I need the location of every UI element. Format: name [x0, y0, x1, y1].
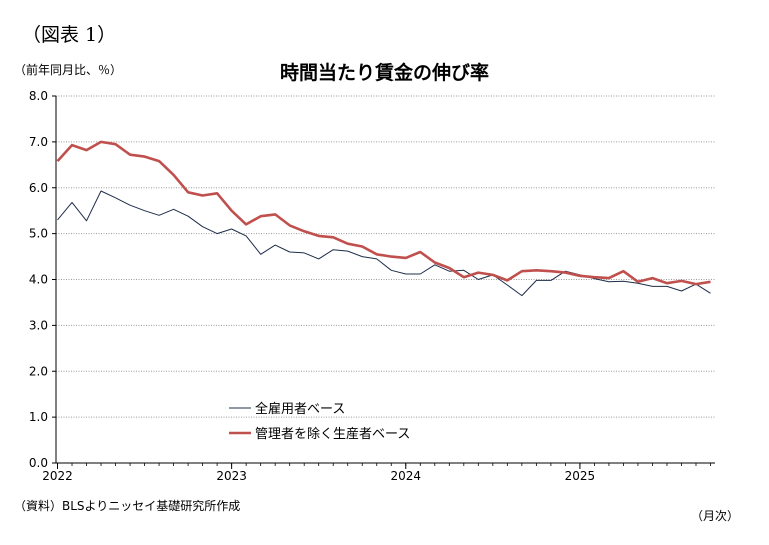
chart-title: 時間当たり賃金の伸び率	[279, 62, 489, 84]
y-tick-label: 2.0	[29, 364, 48, 378]
y-tick-label: 8.0	[29, 89, 48, 103]
x-tick-label: 2022	[42, 469, 73, 483]
source-note: （資料）BLSよりニッセイ基礎研究所作成	[14, 499, 241, 513]
series-line-2	[56, 140, 711, 286]
x-axis-label: （月次）	[691, 509, 740, 523]
legend-entry-2: 管理者を除く生産者ベース	[255, 426, 410, 442]
y-tick-labels: 0.0 1.0 2.0 3.0 4.0 5.0 6.0 7.0 8.0	[29, 89, 48, 470]
y-tick-label: 3.0	[29, 318, 48, 332]
y-tick-label: 5.0	[29, 227, 48, 241]
y-tick-label: 4.0	[29, 273, 48, 287]
legend-entry-1: 全雇用者ベース	[255, 401, 345, 417]
x-tick-label: 2023	[216, 469, 247, 483]
x-tick-labels: 2022 2023 2024 2025	[42, 469, 595, 483]
x-tick-label: 2024	[390, 469, 421, 483]
axes	[52, 95, 715, 469]
x-tick-label: 2025	[565, 469, 596, 483]
series-line-1	[57, 190, 711, 297]
series-lines	[56, 140, 711, 297]
y-axis-label: （前年同月比、％）	[14, 63, 123, 77]
figure-label: （図表 1）	[22, 24, 117, 46]
y-tick-label: 1.0	[29, 410, 48, 424]
y-tick-label: 7.0	[29, 135, 48, 149]
y-tick-label: 0.0	[29, 456, 48, 470]
y-tick-label: 6.0	[29, 181, 48, 195]
